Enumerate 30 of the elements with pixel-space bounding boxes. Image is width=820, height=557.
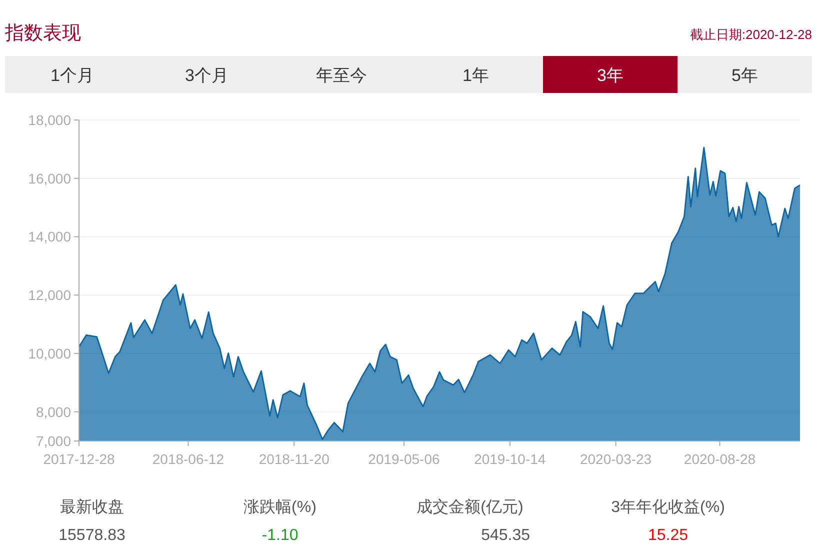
text: 3年 [597, 66, 624, 85]
text: -1.10 [262, 527, 298, 544]
y-tick-label: 14,000 [28, 228, 72, 245]
x-tick-label: 2020-03-23 [580, 451, 652, 467]
x-tick-label: 2018-06-12 [152, 451, 224, 467]
text: 年至今 [316, 66, 367, 85]
x-tick-label: 2019-05-06 [368, 451, 440, 467]
text: 5年 [732, 66, 758, 85]
text: 3个月 [185, 66, 228, 85]
text: 成交金额(亿元) [416, 498, 524, 516]
text: 最新收盘 [60, 498, 124, 516]
y-tick-label: 16,000 [28, 170, 72, 186]
y-tick-label: 12,000 [28, 287, 72, 304]
x-tick-label: 2019-10-14 [474, 451, 546, 467]
y-tick-label: 18,000 [28, 112, 72, 128]
y-tick-label: 8,000 [36, 404, 72, 420]
y-tick-label: 10,000 [28, 345, 72, 362]
x-tick-label: 2018-11-20 [258, 451, 330, 467]
text: 涨跌幅(%) [244, 498, 316, 516]
x-tick-label: 2017-12-28 [43, 451, 116, 467]
text: 15578.83 [58, 527, 126, 544]
text: 3年年化收益(%) [611, 498, 725, 516]
chart-subtitle: 截止日期:2020-12-28 [690, 27, 812, 42]
chart-title: 指数表现 [4, 23, 81, 44]
x-tick-label: 2020-08-28 [684, 451, 756, 467]
text: 15.25 [648, 527, 688, 544]
y-tick-label: 7,000 [36, 433, 72, 449]
text: 545.35 [481, 527, 530, 544]
text: 1个月 [50, 66, 94, 85]
text: 1年 [462, 66, 489, 85]
